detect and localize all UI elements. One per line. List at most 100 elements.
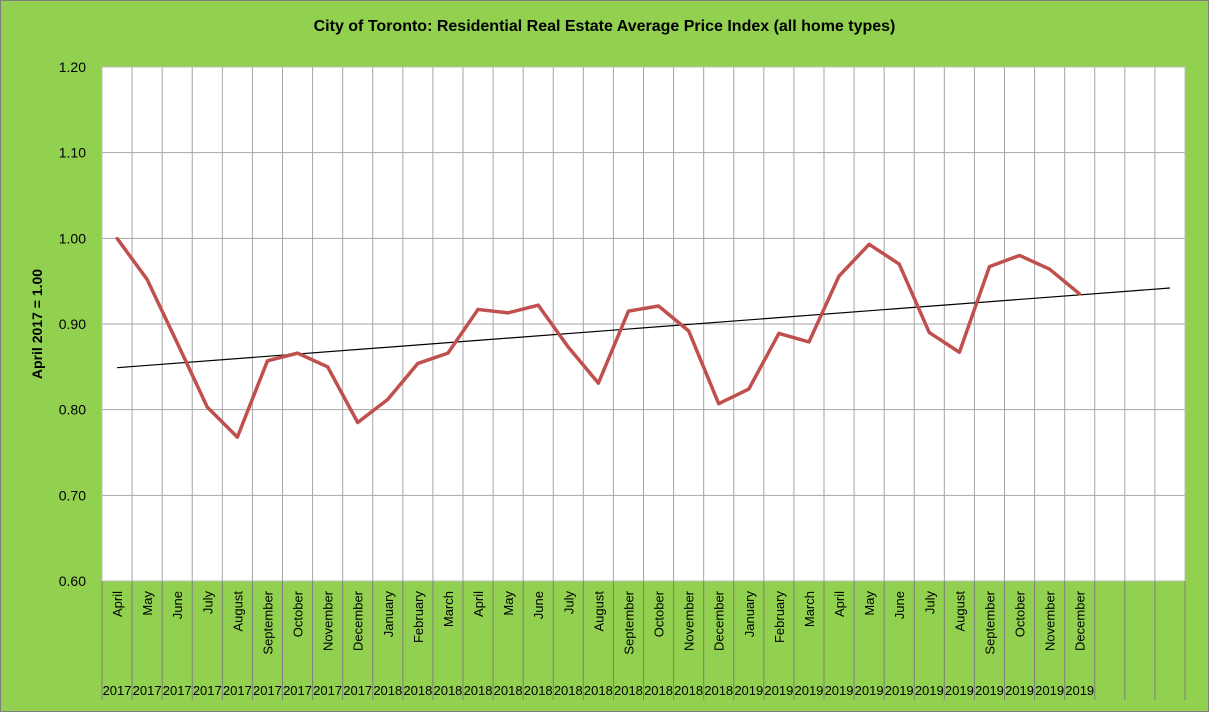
x-tick-month-label: June (892, 591, 907, 619)
data-point (777, 331, 781, 335)
x-tick-year-label: 2018 (403, 683, 432, 698)
x-tick-month-label: June (170, 591, 185, 619)
data-point (205, 405, 209, 409)
data-point (807, 340, 811, 344)
chart-title: City of Toronto: Residential Real Estate… (313, 18, 896, 35)
x-tick-month-label: October (652, 590, 667, 637)
axes: 0.60 0.70 0.80 0.90 1.00 1.10 1.20 April 2017 May… (59, 59, 1186, 700)
data-point (657, 304, 661, 308)
data-point (1018, 253, 1022, 257)
x-tick-month-label: September (260, 590, 275, 654)
data-point (747, 387, 751, 391)
x-tick-month-label: August (952, 591, 967, 632)
data-point (897, 262, 901, 266)
x-tick-month-label: December (712, 590, 727, 651)
x-tick-month-label: May (140, 591, 155, 616)
x-tick-year-label: 2017 (223, 683, 252, 698)
plot-area (101, 66, 1186, 582)
x-tick-month-label: July (561, 591, 576, 615)
x-tick-year-label: 2019 (1035, 683, 1064, 698)
data-point (476, 307, 480, 311)
x-tick-year-label: 2018 (494, 683, 523, 698)
x-tick-month-label: October (291, 590, 306, 637)
x-tick-month-label: November (321, 590, 336, 651)
data-point (446, 351, 450, 355)
x-tick-month-label: May (501, 591, 516, 616)
x-tick-month-label: May (862, 591, 877, 616)
data-point (927, 331, 931, 335)
x-tick-year-label: 2019 (794, 683, 823, 698)
x-tick-year-label: 2018 (674, 683, 703, 698)
x-tick-year-label: 2017 (343, 683, 372, 698)
y-tick-label: 0.90 (59, 316, 86, 332)
data-point (566, 345, 570, 349)
y-axis-label: April 2017 = 1.00 (29, 269, 45, 379)
data-point (235, 435, 239, 439)
data-point (1078, 292, 1082, 296)
y-tick-label: 0.80 (59, 402, 86, 418)
x-tick-month-label: January (381, 591, 396, 638)
x-tick-month-label: July (922, 591, 937, 615)
x-tick-year-label: 2019 (915, 683, 944, 698)
data-point (957, 350, 961, 354)
y-tick-label: 0.60 (59, 573, 86, 589)
x-tick-year-label: 2018 (464, 683, 493, 698)
data-point (115, 236, 119, 240)
y-tick-label: 1.10 (59, 145, 86, 161)
data-point (536, 303, 540, 307)
x-tick-year-label: 2019 (734, 683, 763, 698)
x-tick-month-label: December (351, 590, 366, 651)
x-tick-year-label: 2019 (1065, 683, 1094, 698)
y-tick-label: 1.00 (59, 230, 86, 246)
x-tick-year-label: 2017 (283, 683, 312, 698)
data-point (626, 309, 630, 313)
data-point (326, 365, 330, 369)
data-point (717, 402, 721, 406)
x-tick-year-label: 2017 (133, 683, 162, 698)
x-tick-year-label: 2019 (1005, 683, 1034, 698)
x-tick-year-label: 2019 (855, 683, 884, 698)
x-tick-year-label: 2019 (764, 683, 793, 698)
x-tick-month-label: August (591, 591, 606, 632)
data-point (1048, 267, 1052, 271)
x-tick-year-label: 2019 (825, 683, 854, 698)
x-tick-month-label: June (531, 591, 546, 619)
y-tick-label: 0.70 (59, 487, 86, 503)
data-point (837, 274, 841, 278)
x-tick-year-label: 2018 (524, 683, 553, 698)
x-tick-month-label: April (471, 591, 486, 617)
x-tick-year-label: 2017 (103, 683, 132, 698)
data-point (296, 351, 300, 355)
x-tick-month-label: September (621, 590, 636, 654)
x-tick-year-label: 2018 (373, 683, 402, 698)
x-tick-year-label: 2017 (313, 683, 342, 698)
x-tick-year-label: 2019 (885, 683, 914, 698)
data-point (687, 329, 691, 333)
x-tick-year-label: 2018 (614, 683, 643, 698)
x-tick-month-label: March (441, 591, 456, 627)
data-point (356, 421, 360, 425)
x-tick-year-label: 2019 (945, 683, 974, 698)
x-tick-month-label: November (1043, 590, 1058, 651)
data-point (175, 341, 179, 345)
x-tick-year-label: 2017 (163, 683, 192, 698)
data-point (987, 265, 991, 269)
x-tick-month-label: September (982, 590, 997, 654)
data-point (596, 381, 600, 385)
data-point (265, 359, 269, 363)
x-tick-month-label: October (1013, 590, 1028, 637)
x-tick-month-label: February (411, 591, 426, 644)
x-tick-month-label: March (802, 591, 817, 627)
x-tick-month-label: April (832, 591, 847, 617)
x-tick-year-label: 2018 (584, 683, 613, 698)
x-tick-year-label: 2018 (704, 683, 733, 698)
data-point (386, 397, 390, 401)
x-tick-month-label: November (682, 590, 697, 651)
data-point (506, 311, 510, 315)
x-tick-year-label: 2018 (554, 683, 583, 698)
y-tick-label: 1.20 (59, 59, 86, 75)
x-tick-year-label: 2018 (433, 683, 462, 698)
data-point (145, 277, 149, 281)
data-point (416, 361, 420, 365)
x-tick-month-label: January (742, 591, 757, 638)
